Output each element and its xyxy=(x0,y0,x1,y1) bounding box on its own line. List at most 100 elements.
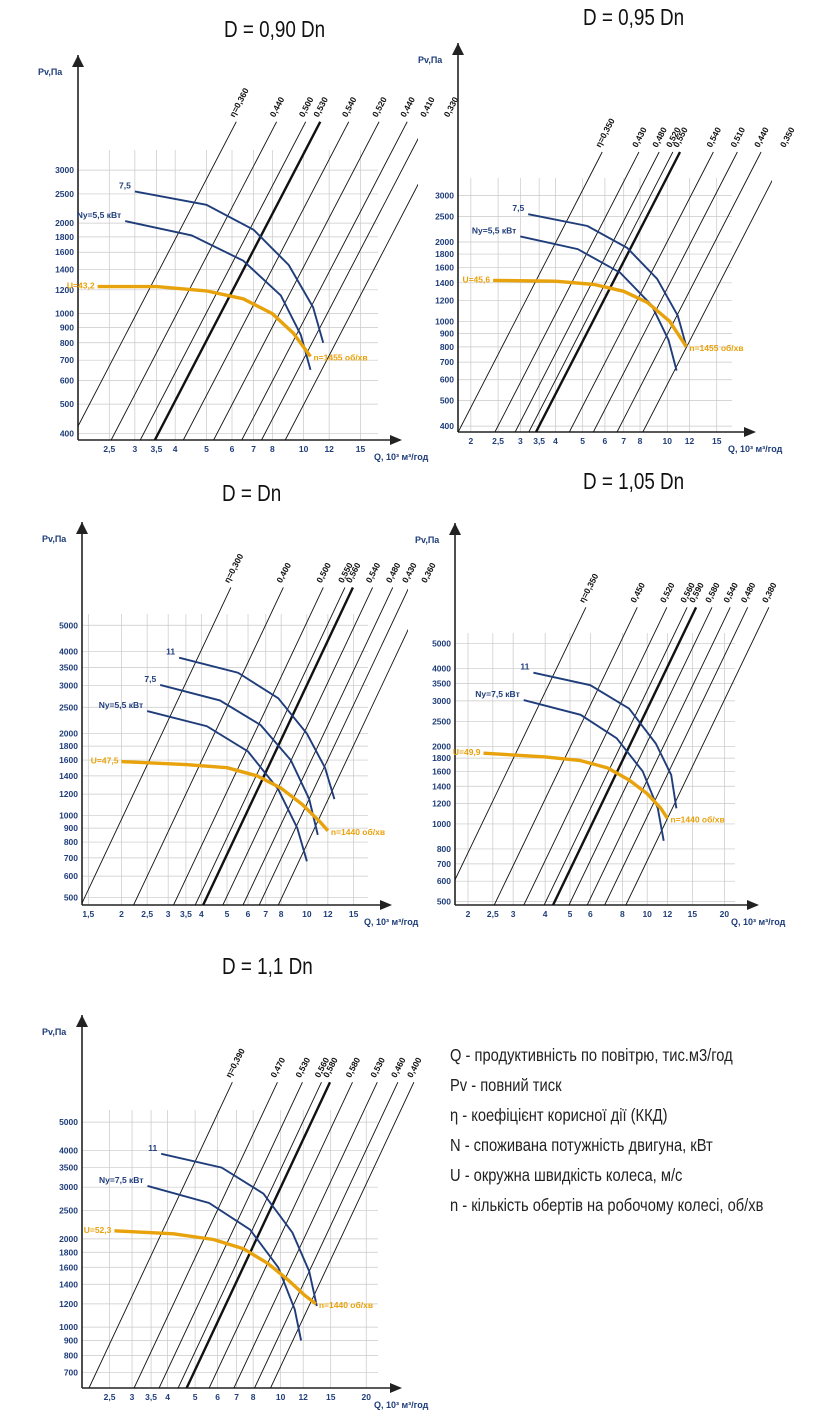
x-axis-arrow xyxy=(390,1383,402,1393)
speed-curve xyxy=(493,278,688,348)
x-tick-label: 20 xyxy=(362,1392,372,1402)
x-tick-label: 12 xyxy=(298,1392,308,1402)
y-tick-label: 1200 xyxy=(59,1299,78,1309)
y-tick-label: 1200 xyxy=(55,285,74,295)
x-tick-label: 3 xyxy=(132,444,137,454)
efficiency-line xyxy=(242,587,394,905)
efficiency-label: 0,540 xyxy=(364,561,383,585)
efficiency-line xyxy=(233,1082,378,1388)
y-tick-label: 4000 xyxy=(432,664,451,674)
y-tick-label: 1800 xyxy=(435,249,454,259)
y-tick-label: 3000 xyxy=(432,696,451,706)
chart-title-3: D = Dn xyxy=(222,480,282,506)
x-tick-label: 5 xyxy=(580,436,585,446)
x-tick-label: 8 xyxy=(638,436,643,446)
speed-curve-label: U=47,5 xyxy=(91,756,119,766)
x-tick-label: 3 xyxy=(166,909,171,919)
y-tick-label: 2000 xyxy=(55,218,74,228)
efficiency-line xyxy=(534,151,682,432)
efficiency-line xyxy=(551,606,698,905)
x-tick-label: 8 xyxy=(279,909,284,919)
efficiency-line xyxy=(514,151,660,432)
efficiency-line xyxy=(458,151,603,432)
efficiency-label: 0,540 xyxy=(704,125,723,149)
power-curve-label: Ny=5,5 кВт xyxy=(77,210,121,220)
y-tick-label: 900 xyxy=(60,322,74,332)
x-tick-label: 8 xyxy=(270,444,275,454)
efficiency-label: 0,400 xyxy=(274,561,293,585)
x-tick-label: 10 xyxy=(642,909,652,919)
efficiency-label: 0,350 xyxy=(778,125,797,149)
x-tick-label: 12 xyxy=(323,909,333,919)
y-tick-label: 1600 xyxy=(432,766,451,776)
y-tick-label: 2000 xyxy=(59,729,78,739)
efficiency-label: 0,430 xyxy=(630,125,649,149)
y-tick-label: 5000 xyxy=(59,1117,78,1127)
speed-curve-label: U=45,6 xyxy=(462,274,490,284)
efficiency-label: 0,580 xyxy=(703,581,722,605)
y-axis-label: Pv,Па xyxy=(415,535,440,545)
efficiency-line xyxy=(133,587,284,905)
x-axis-arrow xyxy=(380,900,392,910)
x-tick-label: 15 xyxy=(712,436,722,446)
chart-4: Pv,Па Q, 10³ м³/год 2 2,5 3 4 5 6 8 10 12 15 20 500 60… xyxy=(415,523,786,927)
y-tick-label: 1200 xyxy=(432,799,451,809)
power-curve-label: Ny=7,5 кВт xyxy=(99,1175,143,1185)
chart-title-1: D = 0,90 Dn xyxy=(224,16,326,42)
efficiency-line xyxy=(158,1082,303,1388)
x-tick-label: 15 xyxy=(356,444,366,454)
x-tick-label: 4 xyxy=(543,909,548,919)
speed-curve xyxy=(483,751,669,820)
y-tick-label: 1400 xyxy=(59,771,78,781)
efficiency-line xyxy=(153,121,322,440)
y-tick-label: 2000 xyxy=(59,1234,78,1244)
y-tick-label: 900 xyxy=(64,823,78,833)
y-axis-arrow xyxy=(72,55,84,67)
speed-curve-label: U=49,9 xyxy=(453,747,481,757)
y-axis-arrow xyxy=(449,523,461,535)
efficiency-line xyxy=(177,1082,322,1388)
x-tick-label: 20 xyxy=(720,909,730,919)
efficiency-line xyxy=(543,607,688,905)
efficiency-line xyxy=(254,1082,399,1388)
x-tick-label: 3 xyxy=(518,436,523,446)
y-tick-label: 3000 xyxy=(59,1182,78,1192)
x-axis-label: Q, 10³ м³/год xyxy=(374,452,429,462)
y-tick-label: 1000 xyxy=(55,309,74,319)
y-tick-label: 2500 xyxy=(432,716,451,726)
chart-title-2: D = 0,95 Dn xyxy=(583,4,685,30)
efficiency-label: 0,360 xyxy=(419,561,438,585)
y-tick-label: 1000 xyxy=(432,819,451,829)
x-tick-label: 3,5 xyxy=(533,436,545,446)
x-tick-label: 1,5 xyxy=(82,909,94,919)
power-curve-label: 11 xyxy=(148,1143,157,1153)
power-curve-label: 7,5 xyxy=(144,674,156,684)
x-tick-label: 10 xyxy=(302,909,312,919)
y-tick-label: 700 xyxy=(60,355,74,365)
power-curve-label: 7,5 xyxy=(512,203,524,213)
x-axis-arrow xyxy=(747,900,759,910)
power-curve-label: 11 xyxy=(520,662,529,672)
power-curve xyxy=(125,220,312,371)
x-tick-label: 10 xyxy=(299,444,309,454)
y-tick-label: 1000 xyxy=(59,811,78,821)
y-tick-label: 600 xyxy=(60,375,74,385)
efficiency-line xyxy=(625,607,770,905)
speed-curve xyxy=(114,1229,317,1306)
y-tick-label: 1400 xyxy=(59,1279,78,1289)
chart-2: Pv,Па Q, 10³ м³/год 2 2,5 3 3,5 4 5 6 7 8 10 12 15 400… xyxy=(418,43,797,454)
x-tick-label: 7 xyxy=(234,1392,239,1402)
power-curve-label: Ny=5,5 кВт xyxy=(99,700,143,710)
efficiency-line xyxy=(604,607,749,905)
efficiency-label: 0,410 xyxy=(418,95,437,119)
efficiency-line xyxy=(568,607,713,905)
efficiency-line xyxy=(213,121,380,440)
efficiency-line xyxy=(88,1082,233,1388)
legend-pv: Pv - повний тиск xyxy=(450,1075,562,1095)
efficiency-line xyxy=(494,151,640,432)
efficiency-line xyxy=(568,151,714,432)
y-tick-label: 700 xyxy=(64,853,78,863)
y-tick-label: 800 xyxy=(64,1351,78,1361)
y-tick-label: 1000 xyxy=(59,1322,78,1332)
y-tick-label: 1800 xyxy=(55,232,74,242)
